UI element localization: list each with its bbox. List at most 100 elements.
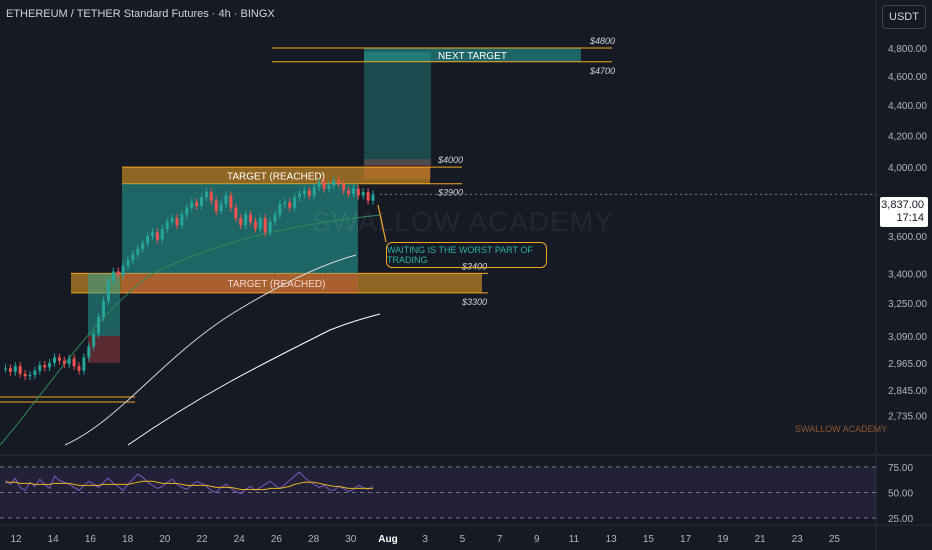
x-tick-label: 22 [196, 534, 208, 545]
candle [351, 188, 355, 194]
candle [234, 207, 238, 219]
candle [43, 365, 47, 368]
x-tick-label: 5 [460, 534, 466, 545]
x-tick-label: 20 [159, 534, 171, 545]
candle [190, 202, 194, 208]
y-tick-label: 2,735.00 [888, 412, 927, 423]
candle [131, 254, 135, 261]
x-tick-label: Aug [378, 534, 397, 545]
candle [4, 368, 7, 370]
x-tick-label: 18 [122, 534, 134, 545]
x-tick-label: 19 [717, 534, 729, 545]
y-tick-label: 3,250.00 [888, 299, 927, 310]
candle [62, 360, 66, 364]
callout-arrow [377, 204, 387, 243]
candle [13, 366, 17, 372]
zone-label: TARGET (REACHED) [228, 279, 326, 290]
y-tick-label: 3,600.00 [888, 232, 927, 243]
candle [258, 218, 262, 229]
candle [8, 368, 12, 372]
candle [312, 187, 316, 196]
candle [347, 190, 350, 194]
price-level-label: $3900 [437, 188, 463, 198]
x-tick-label: 25 [829, 534, 841, 545]
moving-average-line [64, 254, 357, 446]
rsi-ma-line [5, 480, 373, 490]
candle [111, 271, 115, 282]
candle [185, 207, 189, 215]
rsi-level-label: 25.00 [888, 514, 913, 525]
candle [302, 190, 306, 194]
price-level-label: $4000 [437, 155, 463, 165]
candle [155, 232, 159, 240]
x-tick-label: 15 [643, 534, 655, 545]
candle [288, 202, 292, 208]
price-level-label: $3400 [461, 261, 487, 271]
candle [293, 197, 297, 208]
candle [87, 346, 91, 358]
candle [317, 182, 321, 188]
candle [268, 221, 272, 233]
x-tick-label: 7 [497, 534, 503, 545]
x-tick-label: 13 [606, 534, 618, 545]
candle [23, 373, 27, 377]
x-tick-label: 23 [792, 534, 804, 545]
candle [18, 366, 22, 374]
candle [371, 194, 375, 201]
candle [204, 192, 208, 198]
x-tick-label: 9 [534, 534, 540, 545]
candle [57, 357, 61, 361]
current-price: 3,837.00 [881, 199, 924, 211]
candle [180, 214, 184, 226]
x-tick-label: 14 [48, 534, 60, 545]
x-tick-label: 28 [308, 534, 320, 545]
watermark: SWALLOW ACADEMY [312, 206, 614, 237]
moving-average-line [0, 214, 381, 446]
candle [175, 218, 179, 226]
trade-profit-zone [122, 183, 358, 274]
currency-selector-button[interactable]: USDT [882, 5, 926, 29]
candle [209, 192, 213, 201]
candle [160, 228, 164, 240]
y-tick-label: 4,000.00 [888, 163, 927, 174]
y-tick-label: 4,400.00 [888, 101, 927, 112]
candle [244, 214, 248, 226]
candle [327, 185, 331, 189]
y-tick-label: 3,400.00 [888, 269, 927, 280]
candle [239, 218, 243, 226]
candle [195, 202, 199, 206]
candle [136, 248, 140, 255]
watermark-small: SWALLOW ACADEMY [795, 424, 888, 434]
x-tick-label: 24 [234, 534, 246, 545]
candle [72, 358, 76, 367]
x-tick-label: 26 [271, 534, 283, 545]
candle [200, 197, 203, 206]
candle [92, 333, 96, 347]
candle [337, 180, 341, 184]
rsi-level-label: 50.00 [888, 489, 913, 500]
candle [165, 221, 169, 229]
annotation-callout: WAITING IS THE WORST PART OF TRADING [386, 242, 547, 268]
candle [322, 182, 326, 189]
candle [253, 221, 257, 229]
y-tick-label: 4,200.00 [888, 131, 927, 142]
candle [298, 193, 301, 198]
candle [332, 180, 336, 186]
candle [33, 370, 37, 376]
current-price-badge: 3,837.00 17:14 [880, 197, 928, 227]
candle [278, 204, 282, 215]
candle [77, 366, 81, 371]
projection-zone [364, 52, 431, 166]
candle [53, 357, 56, 363]
chart-title: ETHEREUM / TETHER Standard Futures · 4h … [6, 8, 275, 20]
candle [116, 271, 120, 276]
candle [102, 300, 105, 318]
candle [356, 188, 360, 196]
candle [82, 357, 86, 371]
candle [48, 362, 52, 368]
candle [361, 192, 365, 196]
candle [170, 218, 174, 222]
candle-countdown: 17:14 [896, 212, 924, 224]
x-tick-label: 21 [754, 534, 766, 545]
